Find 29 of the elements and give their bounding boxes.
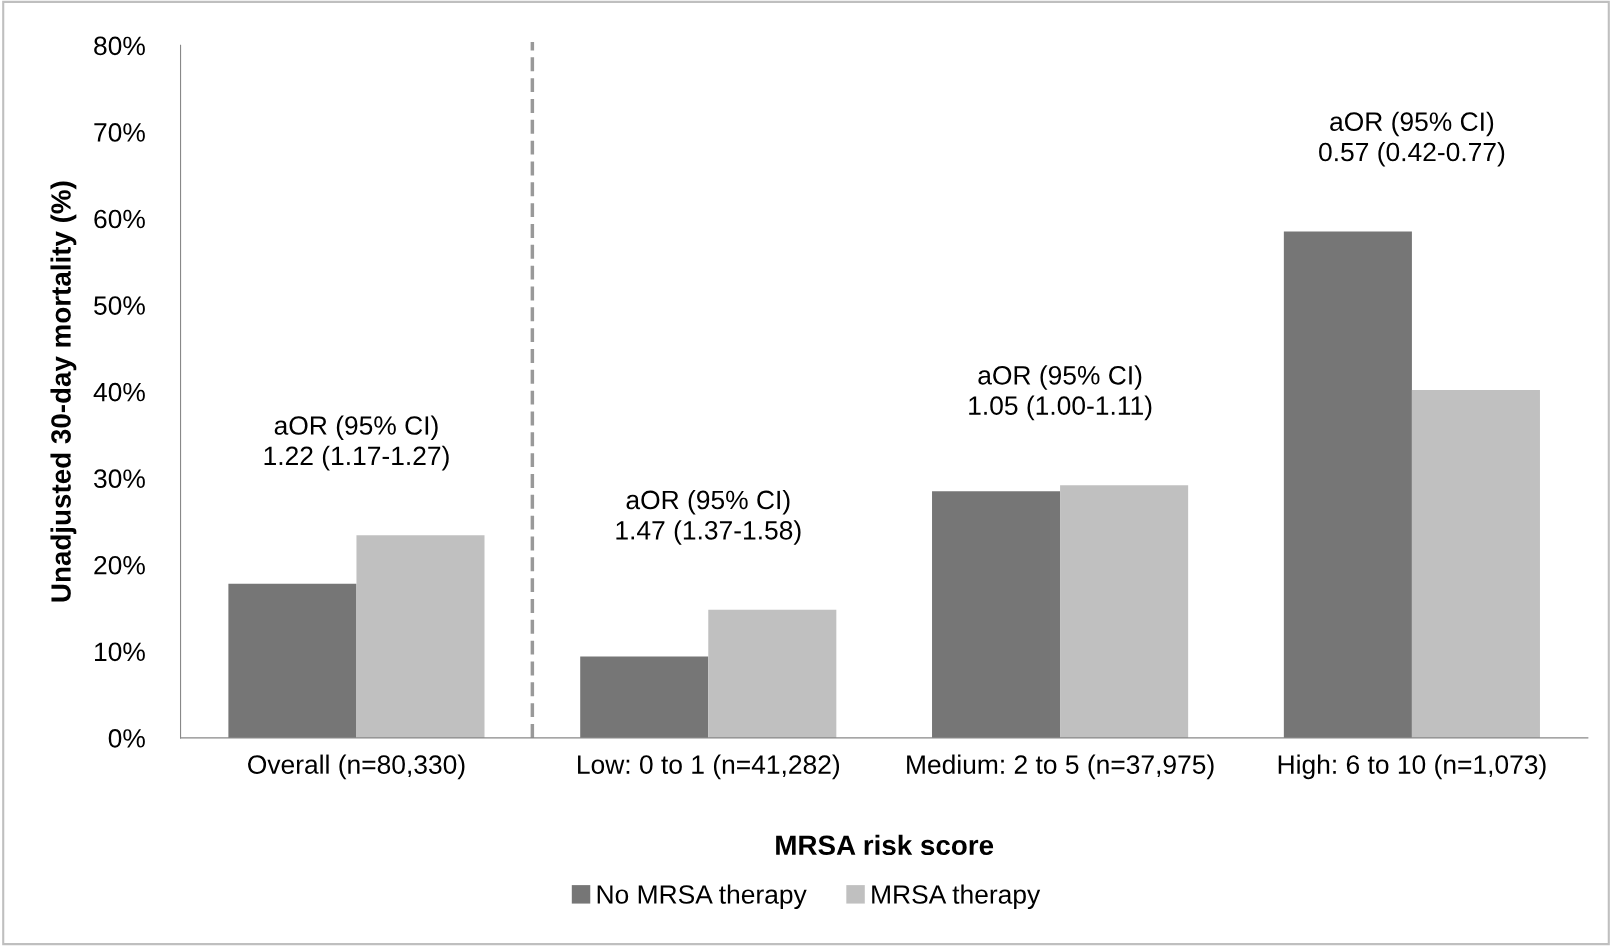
x-axis-title: MRSA risk score [776,834,994,856]
bar [356,535,485,738]
bar [580,656,709,738]
annotation: aOR (95% CI) 1.05 (1.00-1.11) [969,365,1152,421]
x-tick-label: Overall (n=80,330) [248,754,465,780]
y-tick-label: 70% [94,123,145,142]
bar [228,583,357,738]
y-tick-label: 60% [94,209,145,229]
legend-label: No MRSA therapy [597,884,807,910]
x-tick-label: Medium: 2 to 5 (n=37,975) [907,754,1214,780]
annotation: aOR (95% CI) 1.47 (1.37-1.58) [616,489,801,545]
bar [708,609,837,738]
y-tick-label: 30% [94,469,145,489]
y-tick-label: 40% [93,382,145,402]
y-axis-title: Unadjusted 30-day mortality (%) [50,181,77,602]
bar [1060,485,1189,738]
bar [1411,389,1540,738]
bar [932,491,1061,738]
legend-label: MRSA therapy [872,884,1041,910]
bar [1283,231,1412,738]
annotation: aOR (95% CI) 1.22 (1.17-1.27) [264,415,449,471]
x-tick-label: High: 6 to 10 (n=1,073) [1278,754,1546,780]
y-tick-label: 50% [94,296,145,315]
x-tick-label: Low: 0 to 1 (n=41,282) [578,754,840,780]
y-tick-label: 20% [94,555,145,575]
annotation: aOR (95% CI) 0.57 (0.42-0.77) [1319,111,1505,167]
y-tick-label: 10% [95,642,145,662]
y-tick-label: 0% [108,729,145,748]
y-tick-label: 80% [94,36,145,56]
